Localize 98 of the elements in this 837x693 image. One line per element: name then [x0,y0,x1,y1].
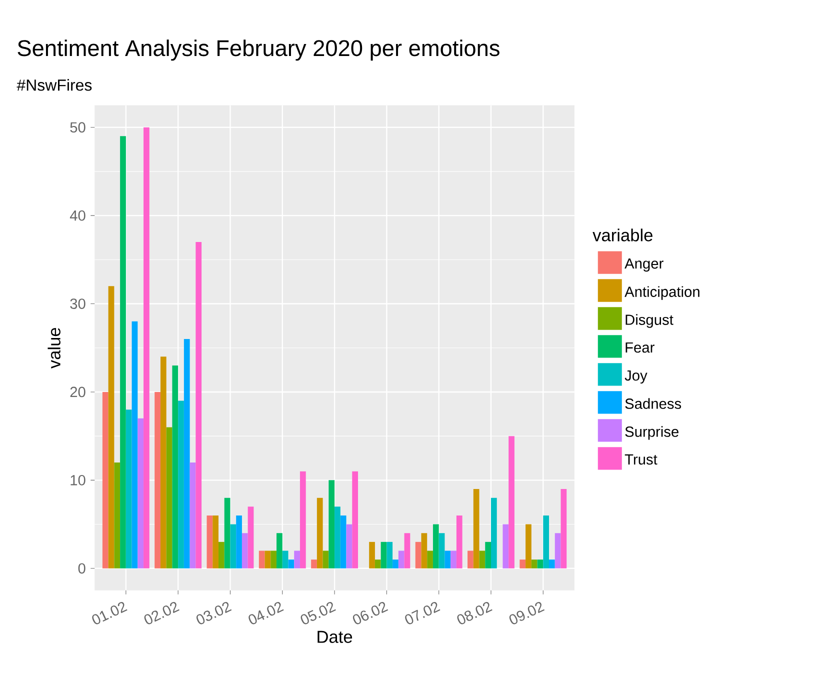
bar [427,550,433,568]
bar [369,542,375,568]
bar [270,550,277,568]
bar [132,321,138,568]
x-tick-label: 07.02 [405,602,440,624]
bar [334,506,340,568]
bar [340,515,346,568]
bar [531,560,538,568]
bar [248,506,254,568]
bar [264,550,271,568]
bar [102,392,108,568]
bar [166,427,172,568]
x-tick-label: 02.02 [144,602,180,624]
bar [288,560,294,568]
bar [311,560,317,568]
bar [178,400,184,568]
bar [294,550,300,568]
bar [184,339,190,568]
bar [502,524,509,568]
bar [386,542,393,568]
bar [468,550,474,568]
bar [328,480,335,568]
bar [508,436,514,568]
bar [114,462,120,568]
y-tick-label: 50 [70,122,86,133]
bar [160,356,166,568]
bar [258,550,265,568]
x-tick-label: 05.02 [300,602,336,624]
bar [352,471,358,568]
bar [456,515,462,568]
x-tick-label: 09.02 [509,602,545,624]
bar [520,560,526,568]
bar [380,542,387,568]
bar [490,498,497,568]
bar [444,550,451,568]
bar [224,498,230,568]
bar [212,515,218,568]
bar [126,410,132,568]
bar [438,533,445,568]
x-axis-title: Date [318,630,352,643]
bar [144,127,150,568]
bar [374,560,381,568]
bar [485,542,491,568]
bar [543,515,550,568]
bar [282,550,288,568]
bar [196,242,202,568]
legend-label: Sadness [625,398,682,409]
bar [554,533,561,568]
legend-label: Disgust [626,314,674,328]
bar [404,533,410,568]
bar [108,286,114,568]
bar [432,524,439,568]
legend-label: Anger [624,258,664,272]
bar [549,560,555,568]
legend-label: Anticipation [624,286,700,300]
bar [450,550,456,568]
x-tick-label: 06.02 [352,602,388,624]
bar [560,488,567,568]
y-tick-label: 30 [70,298,86,309]
bar [322,550,329,568]
bar [300,471,306,568]
legend-label: Fear [626,342,654,353]
legend-label: Surprise [625,426,678,440]
bar [242,533,248,568]
bar [479,550,486,568]
bar [206,515,213,568]
y-tick-label: 40 [70,210,86,221]
bar [398,550,404,568]
bar [154,392,160,568]
bar [526,524,532,568]
x-tick-label: 08.02 [457,602,492,624]
bar [421,533,428,568]
bar [230,524,236,568]
bar [537,560,544,568]
x-tick-label: 01.02 [92,602,128,624]
y-axis-title: value [48,328,60,368]
x-tick-label: 03.02 [196,602,232,624]
legend-label: Joy [624,370,648,384]
bar [138,418,144,568]
bar [172,365,178,568]
bar [316,498,323,568]
bar [346,524,352,568]
chart-subtitle: #NswFires [16,79,92,91]
bar [392,560,398,568]
y-tick-label: 0 [78,563,86,574]
bar [190,462,196,568]
bar [276,533,282,568]
legend-label: Trust [624,454,658,465]
x-tick-label: 04.02 [248,602,284,624]
bar [473,488,480,568]
bar [218,542,224,568]
legend-title: variable [592,228,652,242]
y-tick-label: 20 [70,386,86,398]
y-tick-label: 10 [70,474,86,486]
bar [236,515,242,568]
chart-title: Sentiment Analysis February 2020 per emotions [18,40,500,61]
bar [120,136,126,568]
bar [415,542,422,568]
